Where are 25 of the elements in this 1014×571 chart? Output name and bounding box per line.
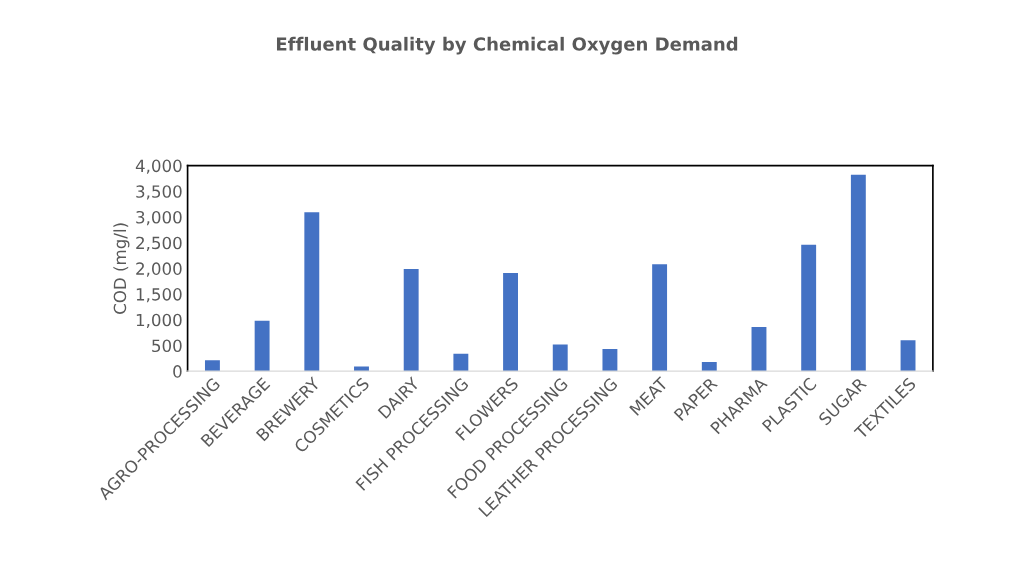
bar — [850, 174, 866, 372]
bar — [204, 360, 220, 372]
y-tick-label: 500 — [152, 339, 182, 353]
y-tick-label: 3,000 — [136, 210, 182, 226]
bar — [552, 344, 568, 372]
bar — [503, 273, 518, 372]
bar — [751, 326, 767, 372]
bar — [701, 361, 717, 372]
bar — [602, 349, 618, 372]
chart-title: Effluent Quality by Chemical Oxygen Demand — [276, 36, 738, 55]
bar — [900, 340, 916, 372]
y-tick-label: 2,500 — [136, 236, 182, 251]
y-tick-label: 2,000 — [136, 262, 182, 277]
y-tick-label: 1,000 — [136, 313, 182, 329]
bar — [304, 212, 320, 372]
bar — [652, 264, 668, 372]
y-tick-label: 4,000 — [135, 159, 182, 174]
bar — [403, 268, 419, 372]
y-tick-label: 3,500 — [136, 185, 182, 200]
bar — [254, 320, 270, 372]
y-axis-title: COD (mg/l) — [113, 223, 130, 314]
bar — [801, 244, 817, 372]
bar — [453, 353, 469, 372]
y-tick-label: 0 — [173, 365, 182, 378]
y-tick-label: 1,500 — [136, 288, 182, 303]
